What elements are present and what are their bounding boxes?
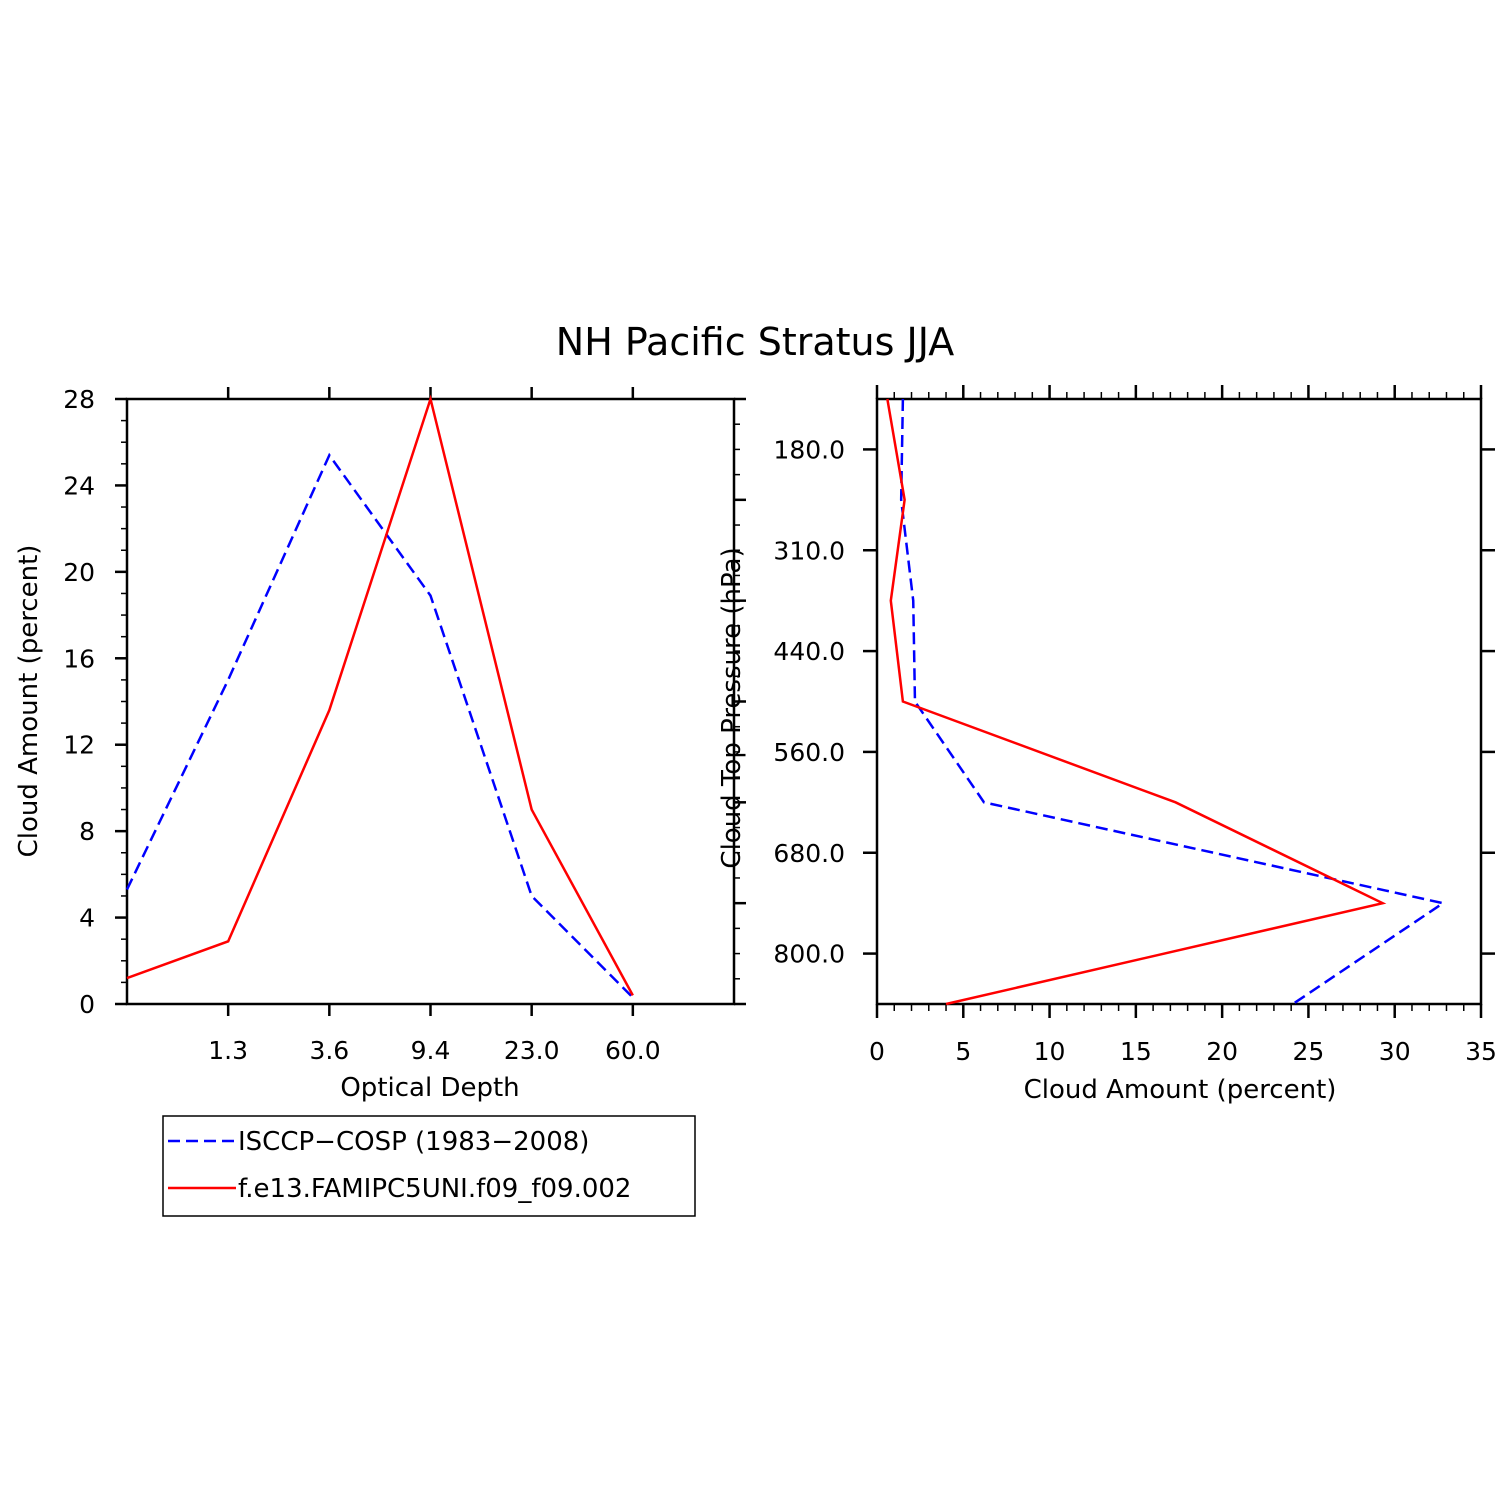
right-x-tick-label: 25: [1293, 1037, 1325, 1066]
left-y-tick-label: 24: [63, 471, 95, 500]
right-x-tick-label: 5: [955, 1037, 971, 1066]
right-y-tick-label: 800.0: [773, 940, 845, 969]
right-x-tick-label: 15: [1120, 1037, 1152, 1066]
left-x-tick-label: 9.4: [411, 1036, 451, 1065]
legend: ISCCP−COSP (1983−2008) f.e13.FAMIPC5UNI.…: [162, 1115, 696, 1217]
right-plot-frame: [875, 397, 1483, 1006]
left-y-tick-label: 0: [79, 990, 95, 1019]
left-ticks: 0 4 8 12 16 20 24 28 1.3 3.6 9.4 23.0 60.0: [63, 385, 746, 1065]
right-x-axis-title: Cloud Amount (percent): [1024, 1075, 1337, 1105]
left-y-tick-label: 20: [63, 558, 95, 587]
left-y-axis-title: Cloud Amount (percent): [14, 545, 44, 858]
right-y-tick-label: 180.0: [773, 435, 845, 464]
right-series-lines: [886, 398, 1447, 1006]
chart-title: NH Pacific Stratus JJA: [556, 320, 954, 364]
left-x-axis-title: Optical Depth: [340, 1073, 519, 1103]
left-x-tick-label: 23.0: [504, 1036, 560, 1065]
right-x-tick-label: 35: [1465, 1037, 1497, 1066]
left-y-tick-label: 4: [79, 904, 95, 933]
left-x-tick-label: 3.6: [309, 1036, 349, 1065]
right-x-tick-label: 20: [1206, 1037, 1238, 1066]
left-y-tick-label: 8: [79, 817, 95, 846]
right-x-tick-label: 0: [869, 1037, 885, 1066]
right-y-tick-label: 310.0: [773, 536, 845, 565]
right-series-model-line: [886, 398, 1387, 1006]
right-x-tick-label: 10: [1034, 1037, 1066, 1066]
left-y-tick-label: 16: [63, 644, 95, 673]
right-ticks: 0 5 10 15 20 25 30 35 180.0 310.0 440.0 560.0 680.0 8…: [773, 385, 1497, 1066]
right-panel: 0 5 10 15 20 25 30 35 180.0 310.0 440.0 560.0 680.0 8…: [717, 385, 1497, 1105]
left-y-tick-label: 28: [63, 385, 95, 414]
right-x-tick-label: 30: [1379, 1037, 1411, 1066]
left-x-tick-label: 1.3: [208, 1036, 248, 1065]
left-series-lines: [125, 394, 634, 999]
left-series-model-line: [126, 394, 634, 996]
right-y-tick-label: 560.0: [773, 738, 845, 767]
right-y-axis-title: Cloud Top Pressure (hPa): [717, 547, 747, 868]
left-panel: 0 4 8 12 16 20 24 28 1.3 3.6 9.4 23.0 60.0 Optical D…: [14, 385, 746, 1103]
left-series-isccp-line: [125, 452, 634, 999]
legend-box: [162, 1115, 696, 1217]
legend-label-model: f.e13.FAMIPC5UNI.f09_f09.002: [238, 1174, 631, 1204]
right-y-tick-label: 680.0: [773, 839, 845, 868]
left-x-tick-label: 60.0: [605, 1036, 661, 1065]
legend-label-isccp: ISCCP−COSP (1983−2008): [238, 1127, 589, 1157]
right-y-tick-label: 440.0: [773, 637, 845, 666]
right-series-isccp-line: [899, 398, 1447, 1006]
left-y-tick-label: 12: [63, 731, 95, 760]
